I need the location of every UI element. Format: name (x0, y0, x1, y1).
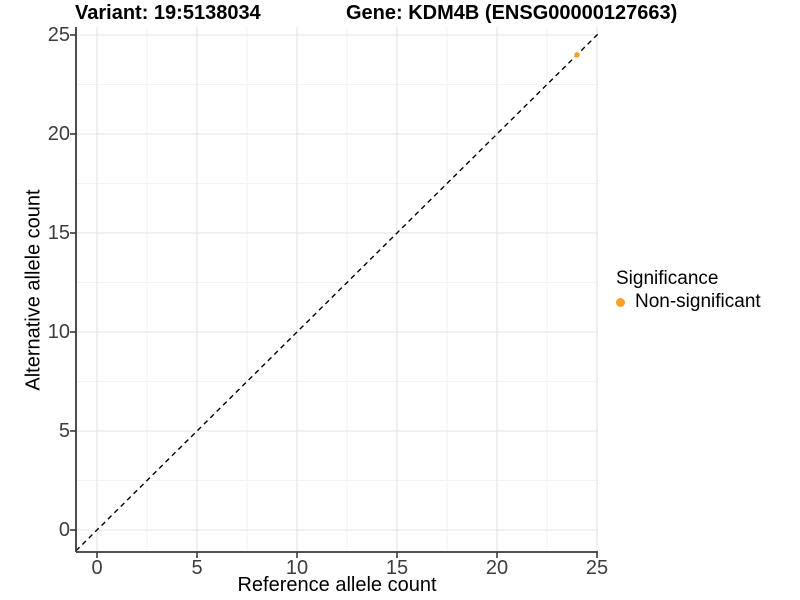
y-tick-label: 5 (58, 419, 70, 442)
x-axis-title: Reference allele count (237, 574, 437, 596)
identity-reference-line (75, 33, 599, 552)
legend-title: Significance (616, 268, 719, 289)
legend-entry: Non-significant (616, 291, 761, 313)
y-tick-label: 15 (47, 221, 70, 244)
data-point-non-significant (574, 52, 580, 58)
x-tick-label: 10 (285, 557, 309, 579)
y-axis-title: Alternative allele count (22, 189, 45, 391)
y-tick-label: 0 (58, 518, 70, 541)
x-tick-label: 25 (585, 557, 609, 579)
plot-title-variant: Variant: 19:5138034 (75, 2, 261, 24)
x-tick-label: 15 (385, 557, 409, 579)
plot-title-gene: Gene: KDM4B (ENSG00000127663) (346, 2, 678, 24)
x-tick-label: 5 (191, 557, 203, 579)
x-tick-label: 20 (485, 557, 509, 579)
legend: Significance Non-significant (616, 268, 761, 313)
y-tick-label: 25 (47, 23, 70, 46)
y-tick-label: 20 (47, 122, 70, 145)
legend-entry-label: Non-significant (635, 291, 761, 312)
y-tick-label: 10 (47, 320, 70, 343)
legend-point-icon (616, 297, 625, 307)
x-tick-label: 0 (91, 557, 103, 579)
